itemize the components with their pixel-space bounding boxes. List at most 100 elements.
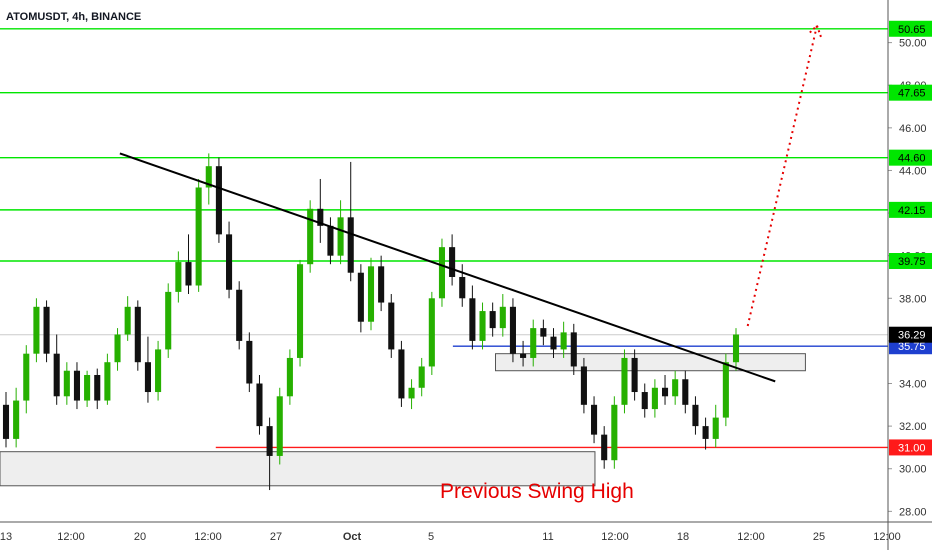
candle-body — [591, 404, 598, 435]
candle-body — [73, 370, 81, 401]
candle-body — [641, 392, 648, 410]
candle-body — [580, 366, 587, 405]
candle-body — [165, 291, 172, 350]
candle-body — [175, 262, 182, 292]
x-tick-label: Oct — [343, 531, 362, 543]
candle-body — [661, 387, 669, 397]
candle-body — [611, 404, 618, 461]
x-tick-label: 12:00 — [737, 531, 765, 543]
candle-body — [226, 234, 233, 290]
price-badge-last-bg — [889, 326, 932, 343]
candle-body — [63, 370, 70, 397]
candle-body — [712, 417, 719, 439]
price-badge-39.75-text: 39.75 — [898, 256, 926, 268]
y-tick-label: 50.00 — [899, 38, 927, 50]
price-badge-42.15-text: 42.15 — [898, 205, 926, 217]
candle-body — [408, 387, 415, 399]
candle-body — [651, 387, 658, 410]
candle-body — [266, 426, 273, 456]
y-tick-label: 32.00 — [899, 421, 927, 433]
trendline — [119, 152, 776, 383]
candle-body — [631, 357, 638, 393]
candle-body — [530, 328, 537, 358]
candle-body — [195, 187, 202, 286]
candle-body — [2, 404, 10, 439]
annotation-previous-swing-high: Previous Swing High — [440, 480, 634, 503]
candle-body — [449, 247, 456, 277]
price-axis[interactable]: 28.0030.0032.0034.0036.0038.0040.0042.00… — [887, 0, 932, 550]
candle-body — [479, 311, 486, 341]
x-tick-label: 18 — [677, 531, 689, 543]
candle-body — [560, 332, 567, 350]
x-tick-label: 20 — [134, 531, 146, 543]
candle-body — [317, 208, 324, 226]
candle-body — [246, 340, 253, 384]
candle-body — [114, 334, 121, 363]
candle-body — [205, 166, 212, 188]
candle-body — [276, 396, 283, 456]
candle-body — [388, 302, 395, 350]
candle-body — [23, 353, 30, 401]
price-badge-31.00-text: 31.00 — [898, 442, 926, 454]
y-tick-label: 46.00 — [899, 123, 927, 135]
candle-body — [692, 404, 699, 427]
candle-layer — [2, 153, 740, 491]
candle-body — [134, 306, 141, 363]
candle-body — [307, 208, 314, 265]
candle-body — [53, 353, 60, 397]
candle-body — [732, 334, 740, 363]
candle-body — [540, 328, 547, 337]
candle-body — [722, 362, 729, 418]
y-tick-label: 38.00 — [899, 293, 927, 305]
candle-body — [367, 266, 375, 322]
y-tick-label: 30.00 — [899, 464, 927, 476]
candle-body — [378, 266, 385, 303]
candle-body — [124, 306, 131, 335]
chart-title: ATOMUSDT, 4h, BINANCE — [6, 11, 141, 23]
candle-body — [286, 357, 293, 397]
price-badge-47.65-text: 47.65 — [898, 88, 926, 100]
price-badge-42.15-bg — [889, 201, 932, 218]
candle-body — [256, 383, 263, 427]
price-badge-31.00-bg — [889, 439, 932, 456]
price-badge-39.75-bg — [889, 253, 932, 269]
price-badge-last-text: 36.29 — [898, 330, 926, 342]
candle-body — [327, 225, 334, 256]
x-tick-label: 13 — [0, 531, 12, 543]
y-tick-label: 28.00 — [899, 506, 927, 518]
candle-body — [144, 362, 151, 393]
candle-body — [94, 374, 101, 401]
candle-body — [357, 272, 364, 322]
price-badge-50.65-bg — [889, 20, 932, 37]
x-tick-label: 12:00 — [873, 531, 901, 543]
candle-body — [601, 434, 608, 461]
candle-body — [155, 349, 162, 393]
x-tick-label: 11 — [542, 531, 553, 543]
y-tick-label: 44.00 — [899, 165, 927, 177]
candle-body — [459, 276, 466, 299]
candle-body — [520, 353, 527, 358]
candle-body — [236, 289, 243, 341]
candle-body — [13, 400, 20, 439]
time-axis[interactable]: 13 12:00 20 12:00 27 Oct 5 11 12:00 18 12:00 25 12:0… — [0, 521, 932, 543]
price-badge-44.60-text: 44.60 — [898, 153, 926, 165]
candle-body — [185, 262, 192, 286]
candle-body — [418, 366, 425, 388]
candle-body — [33, 306, 40, 354]
candle-body — [337, 217, 344, 256]
x-tick-label: 25 — [813, 531, 825, 543]
candle-body — [570, 332, 577, 367]
price-badge-35.75-text: 35.75 — [898, 341, 926, 353]
x-tick-label: 12:00 — [601, 531, 629, 543]
x-tick-label: 12:00 — [194, 531, 222, 543]
candle-body — [672, 379, 679, 397]
x-tick-label: 12:00 — [57, 531, 85, 543]
candle-body — [469, 298, 476, 341]
level-layer — [0, 28, 888, 449]
y-tick-label: 34.00 — [899, 379, 927, 391]
candle-body — [84, 374, 91, 401]
candle-body — [296, 264, 304, 358]
candle-body — [499, 306, 506, 329]
candle-body — [621, 357, 628, 405]
candle-body — [428, 298, 435, 367]
